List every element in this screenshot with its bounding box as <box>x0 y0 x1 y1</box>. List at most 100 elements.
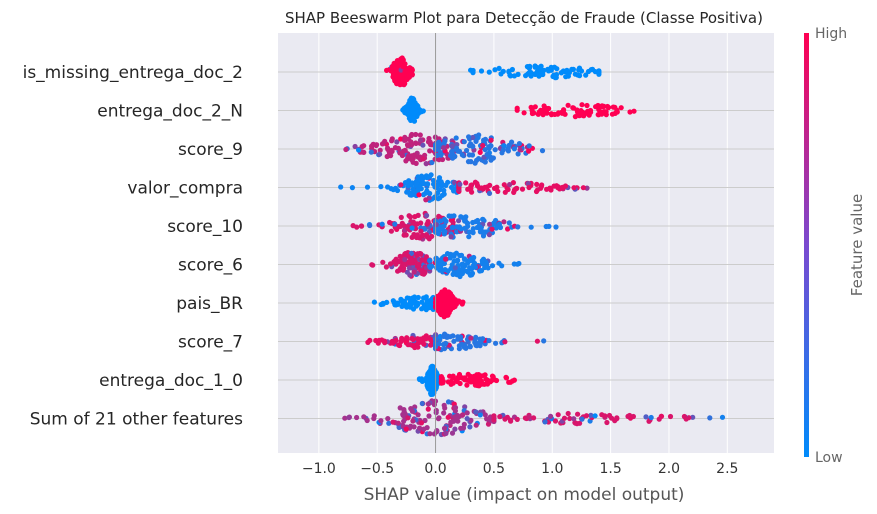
shap-point <box>474 343 480 349</box>
shap-point <box>486 190 493 196</box>
shap-point <box>423 307 429 313</box>
shap-point <box>601 109 607 115</box>
shap-point <box>627 109 633 115</box>
shap-point <box>395 63 401 69</box>
shap-point <box>595 112 601 118</box>
shap-point <box>470 70 476 76</box>
x-tick-label: 2.0 <box>658 461 680 477</box>
shap-point <box>534 338 541 344</box>
shap-point <box>514 105 520 111</box>
shap-point <box>371 413 377 419</box>
shap-point <box>482 159 488 165</box>
shap-point <box>419 257 425 263</box>
shap-point <box>425 406 431 412</box>
shap-point <box>486 232 492 238</box>
shap-point <box>515 151 521 157</box>
shap-point <box>395 420 401 426</box>
shap-point <box>614 416 620 422</box>
shap-point <box>547 185 553 191</box>
shap-point <box>648 414 654 421</box>
shap-point <box>429 159 435 166</box>
shap-point <box>555 412 561 418</box>
shap-point <box>481 381 487 387</box>
shap-point <box>410 96 416 102</box>
shap-point <box>459 301 465 307</box>
shap-point <box>448 419 454 425</box>
shap-point <box>443 430 449 436</box>
shap-point <box>466 152 472 158</box>
shap-point <box>719 414 726 420</box>
shap-point <box>467 343 473 349</box>
shap-point <box>450 333 456 339</box>
shap-point <box>388 186 394 192</box>
feature-label: pais_BR <box>176 294 243 314</box>
shap-point <box>467 424 473 430</box>
shap-point <box>452 265 458 271</box>
shap-point <box>450 224 456 230</box>
shap-point <box>457 181 463 187</box>
shap-point <box>417 132 423 138</box>
shap-point <box>576 67 582 73</box>
shap-point <box>364 417 370 424</box>
shap-point <box>525 180 531 187</box>
shap-point <box>511 261 517 267</box>
shap-point <box>443 182 449 188</box>
shap-point <box>604 419 610 426</box>
shap-point <box>496 65 502 71</box>
shap-point <box>565 410 571 417</box>
beeswarm-points <box>338 55 726 438</box>
shap-point <box>488 137 494 143</box>
shap-point <box>461 139 467 145</box>
shap-point <box>482 147 488 153</box>
shap-point <box>413 140 419 146</box>
shap-point <box>565 73 572 79</box>
shap-point <box>485 421 492 427</box>
shap-point <box>450 271 456 277</box>
shap-point <box>358 223 365 229</box>
shap-point <box>413 131 419 138</box>
shap-point <box>424 335 430 341</box>
shap-point <box>445 304 451 310</box>
shap-point <box>411 111 417 117</box>
shap-point <box>402 68 408 74</box>
shap-point <box>349 185 355 191</box>
shap-point <box>456 375 462 381</box>
shap-point <box>517 147 523 153</box>
shap-point <box>449 143 455 149</box>
shap-point <box>480 142 486 149</box>
shap-point <box>410 295 416 301</box>
shap-point <box>364 184 371 190</box>
shap-point <box>411 424 417 430</box>
shap-point <box>398 136 404 142</box>
shap-point <box>567 415 573 422</box>
shap-point <box>498 71 504 77</box>
shap-point <box>435 196 441 202</box>
shap-point <box>396 424 402 430</box>
shap-point <box>600 104 606 110</box>
shap-point <box>424 381 430 387</box>
shap-point <box>379 221 385 227</box>
shap-point <box>625 413 631 419</box>
shap-point <box>515 71 521 77</box>
shap-point <box>414 232 420 238</box>
shap-point <box>439 156 446 163</box>
feature-label: score_9 <box>178 140 243 160</box>
shap-point <box>410 107 416 113</box>
shap-point <box>430 390 436 396</box>
shap-point <box>631 108 637 114</box>
shap-point <box>425 139 432 145</box>
shap-point <box>405 415 411 421</box>
shap-point <box>392 221 398 227</box>
shap-point <box>524 64 531 70</box>
shap-point <box>410 418 416 424</box>
shap-point <box>423 161 429 167</box>
shap-point <box>472 264 478 270</box>
shap-point <box>592 69 598 75</box>
shap-point <box>390 340 396 346</box>
shap-point <box>437 218 444 224</box>
shap-point <box>457 272 463 278</box>
shap-point <box>401 418 407 424</box>
shap-point <box>486 145 492 151</box>
shap-point <box>452 297 458 303</box>
shap-point <box>411 269 417 275</box>
